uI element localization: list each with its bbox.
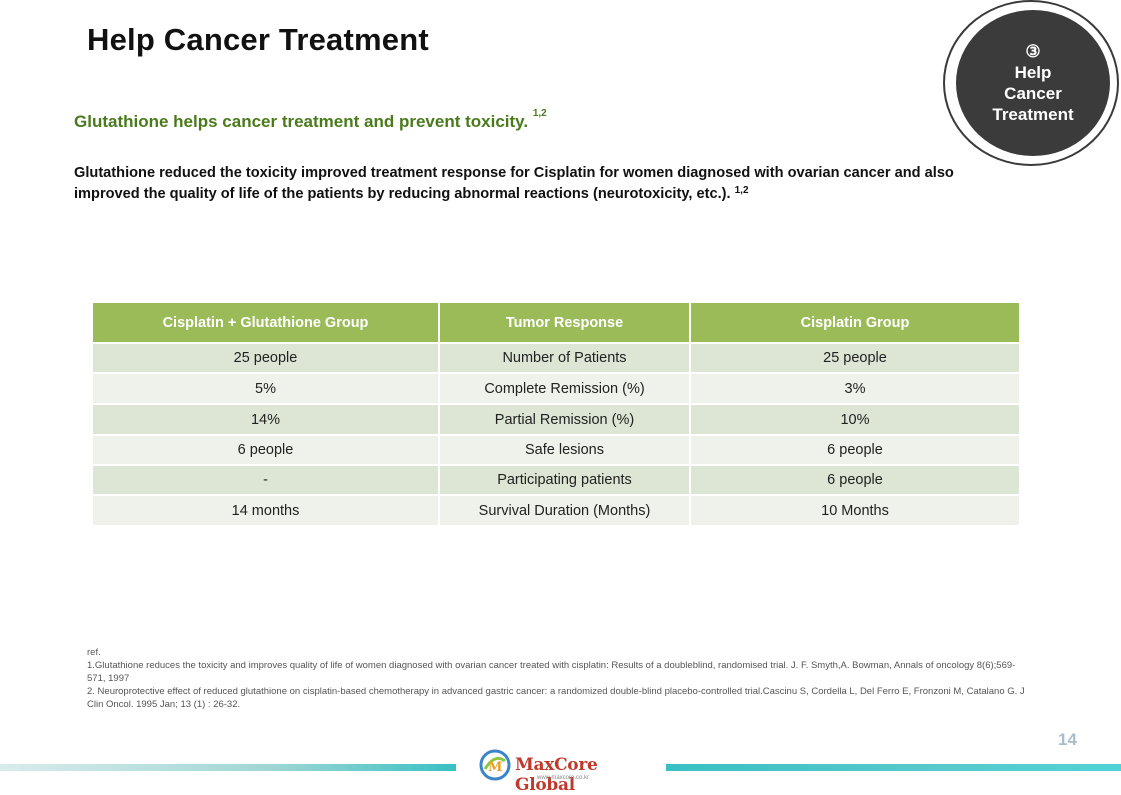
table-cell: Number of Patients	[439, 343, 691, 374]
badge-line-2: Cancer	[1004, 84, 1062, 103]
table-cell: Safe lesions	[439, 435, 691, 466]
column-header: Cisplatin + Glutathione Group	[93, 303, 440, 344]
section-subtitle: Glutathione helps cancer treatment and p…	[74, 108, 547, 132]
references-label: ref.	[87, 647, 101, 658]
table-row: 5% Complete Remission (%) 3%	[93, 373, 1019, 405]
badge-number: ③	[1025, 42, 1041, 61]
paragraph-citation: 1,2	[734, 185, 749, 196]
table-cell: 14 months	[93, 495, 440, 527]
table-cell: Complete Remission (%)	[439, 373, 691, 405]
reference-1: 1.Glutathione reduces the toxicity and i…	[87, 660, 1016, 684]
table-cell: 25 people	[690, 343, 1019, 374]
logo-text: MaxCore Global	[515, 755, 598, 795]
references: ref. 1.Glutathione reduces the toxicity …	[87, 646, 1027, 711]
reference-2: 2. Neuroprotective effect of reduced glu…	[87, 686, 1025, 710]
subtitle-text: Glutathione helps cancer treatment and p…	[74, 112, 529, 131]
table-cell: 3%	[690, 373, 1019, 405]
logo-url: www.maxcore.co.kr	[537, 775, 590, 781]
page-number: 14	[1058, 730, 1077, 749]
subtitle-citation: 1,2	[532, 108, 547, 119]
table-row: 14 months Survival Duration (Months) 10 …	[93, 495, 1019, 527]
table-row: 25 people Number of Patients 25 people	[93, 343, 1019, 374]
svg-text:M: M	[488, 760, 502, 775]
summary-paragraph: Glutathione reduced the toxicity improve…	[74, 163, 984, 205]
badge-line-1: Help	[1014, 63, 1052, 82]
table-row: 14% Partial Remission (%) 10%	[93, 404, 1019, 436]
table-cell: Partial Remission (%)	[439, 404, 691, 436]
footer-band-left	[0, 764, 456, 771]
table-header-row: Cisplatin + Glutathione Group Tumor Resp…	[93, 303, 1019, 344]
paragraph-text: Glutathione reduced the toxicity improve…	[74, 165, 954, 202]
table-cell: -	[93, 465, 440, 496]
table-cell: 14%	[93, 404, 440, 436]
badge-line-3: Treatment	[992, 105, 1074, 124]
table-cell: Participating patients	[439, 465, 691, 496]
table-cell: 6 people	[690, 435, 1019, 466]
table-cell: 10 Months	[690, 495, 1019, 527]
table-row: - Participating patients 6 people	[93, 465, 1019, 496]
table-cell: 5%	[93, 373, 440, 405]
section-badge: ③ Help Cancer Treatment	[956, 10, 1110, 156]
table-cell: 10%	[690, 404, 1019, 436]
table-cell: Survival Duration (Months)	[439, 495, 691, 527]
results-table: Cisplatin + Glutathione Group Tumor Resp…	[93, 303, 1019, 527]
table-cell: 6 people	[690, 465, 1019, 496]
company-logo: M MaxCore Global www.maxcore.co.kr	[479, 749, 649, 795]
table-row: 6 people Safe lesions 6 people	[93, 435, 1019, 466]
footer-band-right	[666, 764, 1121, 771]
table-cell: 6 people	[93, 435, 440, 466]
column-header: Cisplatin Group	[690, 303, 1019, 344]
table-cell: 25 people	[93, 343, 440, 374]
page-title: Help Cancer Treatment	[87, 22, 429, 57]
logo-icon: M	[479, 749, 511, 781]
column-header: Tumor Response	[439, 303, 691, 344]
